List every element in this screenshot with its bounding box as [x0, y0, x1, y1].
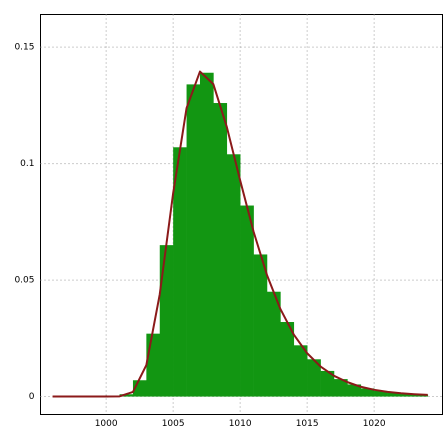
- bar: [347, 384, 362, 397]
- bar: [414, 394, 429, 397]
- bar: [387, 392, 402, 397]
- x-tick-label: 1015: [296, 419, 319, 429]
- x-tick-label: 1000: [95, 419, 118, 429]
- y-tick-label: 0.15: [14, 43, 34, 53]
- bar: [280, 322, 295, 397]
- x-tick-label: 1005: [162, 419, 185, 429]
- y-tick-label: 0.05: [14, 276, 34, 286]
- bar: [173, 147, 187, 397]
- bar: [240, 205, 254, 397]
- bar: [400, 393, 415, 397]
- bar: [320, 370, 335, 397]
- y-tick-label: 0.1: [20, 159, 34, 169]
- bar: [186, 84, 201, 397]
- density-curve: [52, 70, 428, 398]
- bar: [333, 379, 348, 397]
- bar: [146, 333, 161, 397]
- x-tick-label: 1020: [363, 419, 386, 429]
- bar: [266, 291, 281, 397]
- bar: [293, 345, 308, 397]
- bar: [199, 72, 214, 397]
- bar: [360, 388, 375, 397]
- y-tick-label: 0: [29, 392, 35, 402]
- bar: [119, 394, 134, 397]
- bar: [307, 359, 321, 397]
- bar: [226, 154, 241, 397]
- bar: [253, 254, 268, 397]
- x-tick-label: 1010: [229, 419, 252, 429]
- bar: [159, 245, 174, 397]
- bar: [213, 103, 228, 397]
- bar: [374, 390, 388, 397]
